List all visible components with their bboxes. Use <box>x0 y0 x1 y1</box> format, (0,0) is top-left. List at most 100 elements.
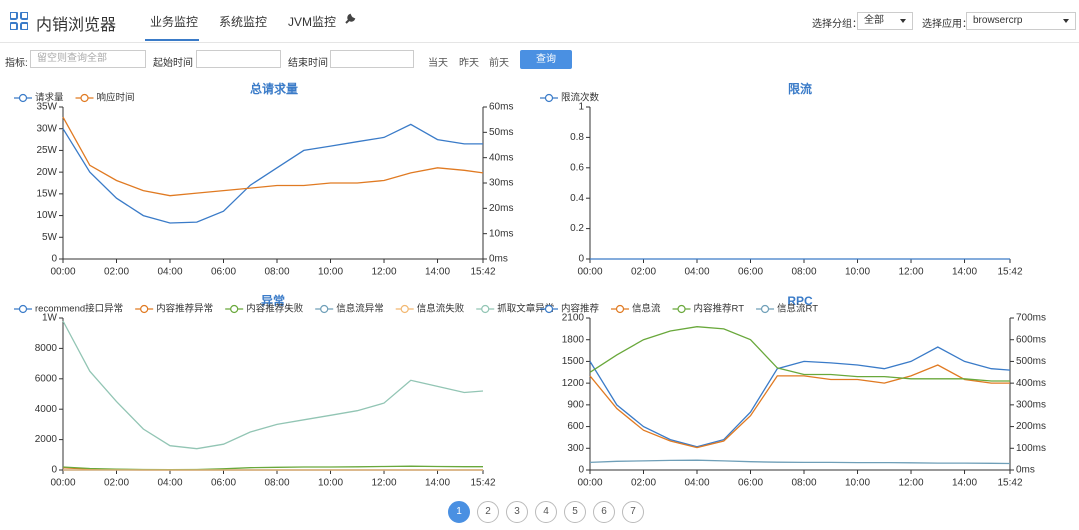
quick-range[interactable]: 昨天 <box>459 58 479 69</box>
page-button[interactable]: 7 <box>622 501 644 523</box>
top-nav: 内销浏览器 业务监控 系统监控 JVM监控 选择分组： 全部 选择应用： bro… <box>0 0 1079 43</box>
chart-panel: 限流 0 0.2 0.4 0.6 0.8 1 00:00 02:00 04:00 06:00 08:0… <box>540 81 1023 278</box>
y-tick-label: 5W <box>42 232 58 243</box>
y-tick-label: 2000 <box>35 434 58 445</box>
series-line <box>589 346 1011 448</box>
nav-tab[interactable]: 系统监控 <box>219 15 268 29</box>
legend-marker <box>320 304 329 314</box>
legend-label: 内容推荐异常 <box>156 303 213 315</box>
x-tick-label: 08:00 <box>264 267 289 278</box>
chart-panel: RPC 0 300 600 900 1200 1500 1800 2100 0ms 100ms 200… <box>540 294 1046 489</box>
app-icon <box>10 12 28 30</box>
y-tick-label: 900 <box>567 399 584 410</box>
x-tick-label: 04:00 <box>684 478 709 489</box>
end-input[interactable] <box>330 50 414 68</box>
y-tick-label: 0.6 <box>570 162 584 173</box>
y-tick-label: 600 <box>567 421 584 432</box>
y-tick-label: 20W <box>36 167 57 178</box>
legend-label: 信息流失败 <box>417 303 465 315</box>
y2-tick-label: 500ms <box>1016 356 1046 367</box>
x-tick-label: 15:42 <box>470 478 495 489</box>
y2-tick-label: 10ms <box>489 228 513 239</box>
page-button[interactable]: 6 <box>593 501 615 523</box>
chart-title: 异常 <box>261 293 285 308</box>
x-tick-label: 06:00 <box>211 478 236 489</box>
series-line <box>62 465 483 471</box>
legend-label: recommend接口异常 <box>35 303 123 315</box>
x-tick-label: 00:00 <box>50 478 75 489</box>
y-tick-label: 1W <box>42 313 58 324</box>
legend-label: 抓取文章异常 <box>497 303 554 315</box>
y-tick-label: 8000 <box>35 343 58 354</box>
legend-marker <box>544 93 554 103</box>
x-tick-label: 08:00 <box>791 478 816 489</box>
x-tick-label: 06:00 <box>738 478 763 489</box>
y2-tick-label: 400ms <box>1016 378 1046 389</box>
legend-label: 内容推荐失败 <box>246 303 304 315</box>
x-tick-label: 10:00 <box>845 478 870 489</box>
legend-marker <box>230 304 239 314</box>
quick-range[interactable]: 当天 <box>428 58 448 69</box>
y2-tick-label: 0ms <box>489 254 508 265</box>
page-button[interactable]: 5 <box>564 501 586 523</box>
legend-label: 信息流RT <box>777 303 818 315</box>
nav-tab[interactable]: 业务监控 <box>150 15 199 29</box>
page-button[interactable]: 3 <box>506 501 528 523</box>
page-button[interactable]: 4 <box>535 501 557 523</box>
x-tick-label: 02:00 <box>104 478 129 489</box>
y-tick-label: 0.2 <box>570 223 584 234</box>
app-value: browsercrp <box>973 15 1023 26</box>
y2-tick-label: 20ms <box>489 203 513 214</box>
chart-title: 总请求量 <box>250 81 298 96</box>
legend-marker <box>760 304 770 314</box>
settings-icon[interactable] <box>344 13 356 25</box>
legend-marker <box>18 304 28 314</box>
page-button[interactable]: 1 <box>448 501 470 523</box>
legend-marker <box>80 93 89 103</box>
start-label: 起始时间 <box>153 58 193 69</box>
legend-marker <box>615 304 625 314</box>
x-tick-label: 04:00 <box>157 267 182 278</box>
group-select[interactable]: 全部 <box>857 12 913 30</box>
x-tick-label: 00:00 <box>577 267 602 278</box>
y-tick-label: 6000 <box>35 373 58 384</box>
page-button[interactable]: 2 <box>477 501 499 523</box>
query-button[interactable]: 查询 <box>520 50 572 69</box>
x-tick-label: 10:00 <box>318 267 343 278</box>
start-input[interactable] <box>196 50 281 68</box>
legend-marker <box>400 304 409 314</box>
nav-tab[interactable]: JVM监控 <box>288 15 337 29</box>
x-tick-label: 12:00 <box>899 478 924 489</box>
chart-title: 限流 <box>788 81 812 96</box>
series-line <box>62 116 484 197</box>
legend-marker <box>481 304 490 314</box>
metric-input[interactable]: 留空则查询全部 <box>30 50 146 68</box>
x-tick-label: 10:00 <box>318 478 343 489</box>
metric-placeholder: 留空则查询全部 <box>37 53 107 64</box>
legend-label: 请求量 <box>35 92 64 104</box>
x-tick-label: 00:00 <box>50 267 75 278</box>
quick-range[interactable]: 前天 <box>489 58 509 69</box>
y-tick-label: 30W <box>36 123 57 134</box>
chart-panel: 异常 0 2000 4000 6000 8000 1W 00:00 02:00 04:00 06:0… <box>14 293 554 489</box>
group-value: 全部 <box>864 15 884 26</box>
active-tab-indicator <box>145 39 199 41</box>
x-tick-label: 14:00 <box>952 478 977 489</box>
y-tick-label: 35W <box>36 102 57 113</box>
y-tick-label: 0 <box>578 254 584 265</box>
y2-tick-label: 50ms <box>489 127 513 138</box>
y-tick-label: 0 <box>51 465 57 476</box>
x-tick-label: 14:00 <box>952 267 977 278</box>
y-tick-label: 0 <box>578 465 584 476</box>
legend-label: 响应时间 <box>97 92 135 104</box>
x-tick-label: 08:00 <box>791 267 816 278</box>
app-select[interactable]: browsercrp <box>966 12 1076 30</box>
y2-tick-label: 40ms <box>489 152 513 163</box>
x-tick-label: 15:42 <box>997 267 1022 278</box>
x-tick-label: 02:00 <box>104 267 129 278</box>
chart-panel: 总请求量 0 5W 10W 15W 20W 25W 30W 35W 0ms 10ms 20ms 30ms… <box>14 81 513 278</box>
y-tick-label: 0.4 <box>570 193 584 204</box>
y2-tick-label: 100ms <box>1016 443 1046 454</box>
y-tick-label: 4000 <box>35 404 58 415</box>
